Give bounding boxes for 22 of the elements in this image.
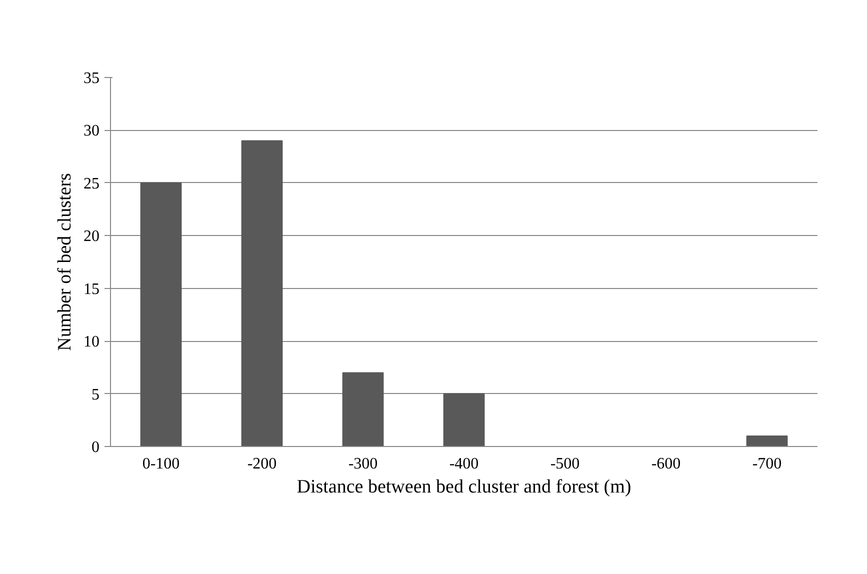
bar (241, 140, 283, 446)
y-tick-label: 35 (84, 70, 100, 87)
x-tick-label: -600 (651, 456, 681, 472)
bar (140, 182, 182, 446)
bar (342, 372, 384, 446)
x-tick-label: -200 (247, 456, 277, 472)
bar (443, 393, 485, 446)
y-axis-title: Number of bed clusters (54, 173, 76, 351)
y-tick-label: 20 (84, 228, 100, 246)
y-tick-label: 5 (92, 386, 100, 404)
y-tick-label: 15 (84, 280, 100, 298)
y-tick-label: 10 (84, 334, 100, 351)
x-tick-label: -500 (550, 456, 580, 472)
bar (746, 435, 788, 446)
y-tick-label: 30 (84, 122, 100, 140)
y-tick-label: 25 (84, 175, 100, 192)
y-tick-label: 0 (92, 439, 100, 456)
x-tick-label: -700 (752, 456, 782, 472)
x-tick-label: -400 (449, 456, 479, 472)
x-axis-title: Distance between bed cluster and forest (m) (296, 476, 632, 498)
x-tick-label: -300 (348, 456, 378, 472)
x-tick-label: 0-100 (142, 456, 180, 472)
